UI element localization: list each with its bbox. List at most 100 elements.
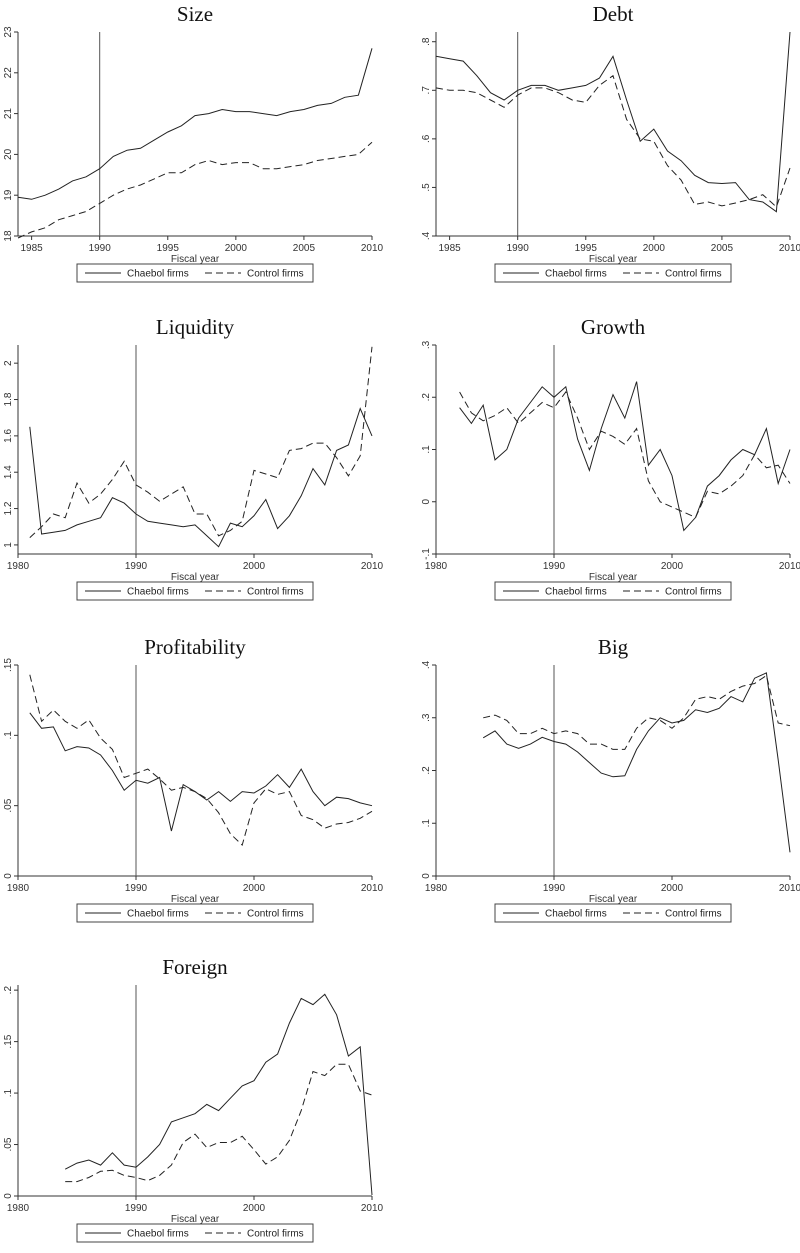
x-tick-label: 2010 xyxy=(361,561,384,572)
legend-label-control: Control firms xyxy=(247,587,304,598)
x-axis-label: Fiscal year xyxy=(171,1214,220,1225)
y-tick-label: .05 xyxy=(3,1137,14,1151)
legend-label-chaebol: Chaebol firms xyxy=(127,269,189,280)
legend-box xyxy=(494,903,732,923)
legend-label-control: Control firms xyxy=(665,587,722,598)
legend-label-chaebol: Chaebol firms xyxy=(127,1229,189,1240)
y-tick-label: 1.2 xyxy=(3,501,14,515)
y-tick-label: .3 xyxy=(421,340,432,349)
legend-box xyxy=(76,581,314,601)
y-tick-label: .2 xyxy=(421,766,432,775)
series-line-control-firms xyxy=(17,141,373,239)
panel-foreign: Foreign 0 .05 .1 .15 .2 1980 1990 2000 2010 Fiscal… xyxy=(3,955,384,1243)
y-tick-label: .1 xyxy=(3,1088,14,1097)
panel-title: Foreign xyxy=(162,955,228,979)
x-tick-label: 2010 xyxy=(779,883,800,894)
y-tick-label: .7 xyxy=(421,86,432,95)
y-tick-label: 18 xyxy=(3,230,14,242)
series-line-control-firms xyxy=(483,674,791,750)
y-tick-label: 20 xyxy=(3,148,14,160)
y-tick-label: .15 xyxy=(3,658,14,672)
series-line-chaebol-firms xyxy=(435,31,791,213)
y-tick-label: .4 xyxy=(421,660,432,669)
series-line-control-firms xyxy=(435,74,791,208)
x-tick-label: 2000 xyxy=(225,243,248,254)
panel-title: Debt xyxy=(593,2,634,26)
x-tick-label: 2010 xyxy=(779,243,800,254)
y-tick-label: .6 xyxy=(421,134,432,143)
x-tick-label: 1990 xyxy=(507,243,530,254)
x-tick-label: 2010 xyxy=(361,243,384,254)
y-tick-label: .2 xyxy=(421,393,432,402)
legend: Chaebol firms Control firms xyxy=(76,581,314,601)
x-tick-label: 1980 xyxy=(7,1203,30,1214)
x-tick-label: 1985 xyxy=(438,243,461,254)
x-tick-label: 1980 xyxy=(425,883,448,894)
legend-label-control: Control firms xyxy=(665,909,722,920)
x-tick-label: 2010 xyxy=(779,561,800,572)
x-tick-label: 1995 xyxy=(157,243,180,254)
legend-label-chaebol: Chaebol firms xyxy=(127,909,189,920)
x-tick-label: 2010 xyxy=(361,883,384,894)
legend: Chaebol firms Control firms xyxy=(76,263,314,283)
x-tick-label: 1990 xyxy=(543,883,566,894)
series-line-control-firms xyxy=(65,1063,373,1183)
x-axis-label: Fiscal year xyxy=(589,572,638,583)
panel-title: Profitability xyxy=(144,635,246,659)
panel-profitability: Profitability 0 .05 .1 .15 1980 1990 2000 2010 Fi… xyxy=(3,635,384,923)
legend: Chaebol firms Control firms xyxy=(494,903,732,923)
y-tick-label: 1.8 xyxy=(3,392,14,406)
legend-label-chaebol: Chaebol firms xyxy=(545,587,607,598)
legend-label-chaebol: Chaebol firms xyxy=(545,909,607,920)
x-tick-label: 2005 xyxy=(711,243,734,254)
y-tick-label: 0 xyxy=(3,1193,14,1199)
y-tick-label: 19 xyxy=(3,189,14,201)
y-tick-label: 1 xyxy=(3,542,14,548)
legend-box xyxy=(494,263,732,283)
legend-box xyxy=(76,903,314,923)
x-axis-label: Fiscal year xyxy=(171,254,220,265)
legend-box xyxy=(76,263,314,283)
legend: Chaebol firms Control firms xyxy=(494,581,732,601)
y-tick-label: 21 xyxy=(3,108,14,120)
x-tick-label: 1980 xyxy=(7,883,30,894)
panel-title: Liquidity xyxy=(156,315,235,339)
legend-label-control: Control firms xyxy=(665,269,722,280)
y-tick-label: -.1 xyxy=(421,548,432,560)
x-tick-label: 1990 xyxy=(89,243,112,254)
series-line-control-firms xyxy=(459,391,791,519)
series-line-control-firms xyxy=(29,346,373,538)
panel-title: Size xyxy=(177,2,213,26)
series-line-control-firms xyxy=(29,674,373,847)
legend: Chaebol firms Control firms xyxy=(76,1223,314,1243)
y-tick-label: 0 xyxy=(421,499,432,505)
series-line-chaebol-firms xyxy=(482,672,791,853)
series-line-chaebol-firms xyxy=(459,381,791,532)
x-tick-label: 1990 xyxy=(125,883,148,894)
x-tick-label: 2005 xyxy=(293,243,316,254)
legend-label-control: Control firms xyxy=(247,1229,304,1240)
x-tick-label: 2000 xyxy=(243,1203,266,1214)
y-tick-label: .4 xyxy=(421,231,432,240)
legend-label-chaebol: Chaebol firms xyxy=(545,269,607,280)
x-axis-label: Fiscal year xyxy=(171,894,220,905)
legend-label-control: Control firms xyxy=(247,909,304,920)
y-tick-label: 22 xyxy=(3,67,14,79)
x-tick-label: 2000 xyxy=(643,243,666,254)
panel-growth: Growth -.1 0 .1 .2 .3 1980 1990 2000 2010 Fiscal y… xyxy=(421,315,800,601)
y-tick-label: .1 xyxy=(421,445,432,454)
series-line-chaebol-firms xyxy=(17,48,373,200)
series-line-chaebol-firms xyxy=(64,993,373,1196)
y-tick-label: .15 xyxy=(3,1034,14,1048)
x-tick-label: 2000 xyxy=(661,561,684,572)
y-tick-label: 23 xyxy=(3,26,14,38)
y-tick-label: 2 xyxy=(3,360,14,366)
y-tick-label: 1.4 xyxy=(3,465,14,479)
x-tick-label: 1985 xyxy=(20,243,43,254)
x-axis-label: Fiscal year xyxy=(589,254,638,265)
x-tick-label: 1980 xyxy=(7,561,30,572)
y-tick-label: .2 xyxy=(3,986,14,995)
x-tick-label: 2000 xyxy=(243,561,266,572)
panel-liquidity: Liquidity 1 1.2 1.4 1.6 1.8 2 1980 1990 2000 2010 F… xyxy=(3,315,384,601)
y-tick-label: 1.6 xyxy=(3,428,14,442)
